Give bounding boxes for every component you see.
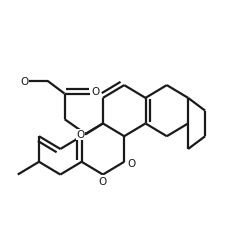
Text: O: O bbox=[76, 130, 85, 140]
Text: O: O bbox=[20, 76, 28, 86]
Text: O: O bbox=[127, 158, 136, 168]
Text: O: O bbox=[99, 176, 107, 186]
Text: O: O bbox=[91, 87, 99, 97]
